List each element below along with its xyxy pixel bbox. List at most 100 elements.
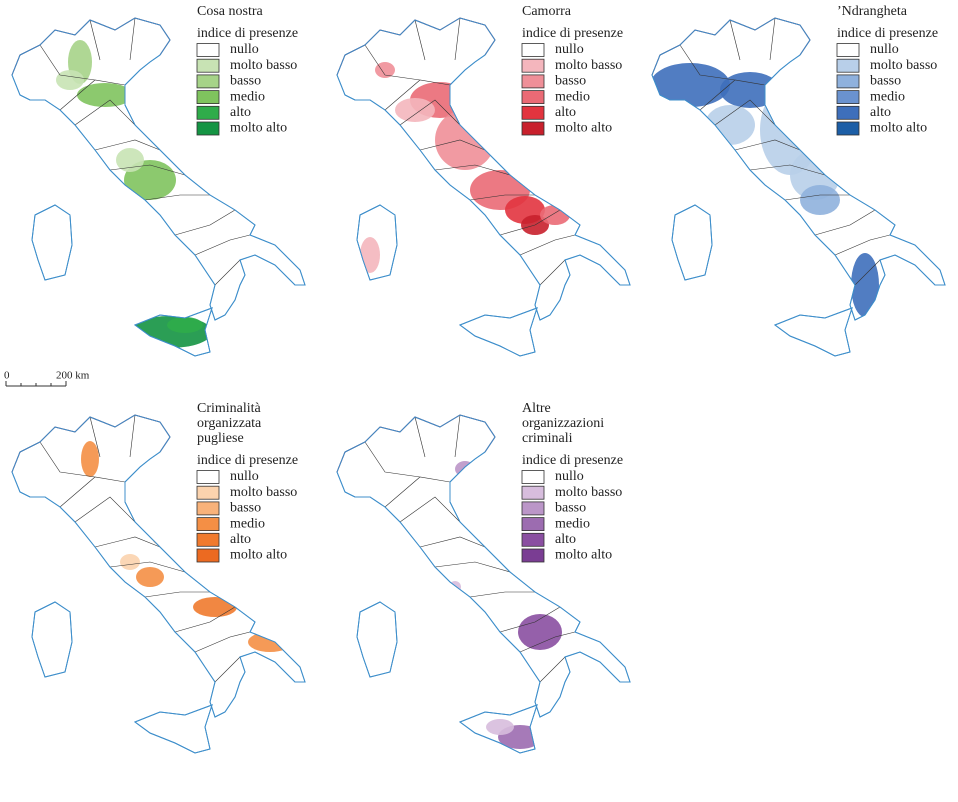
presence-area <box>116 148 144 172</box>
legend-label: basso <box>870 74 901 89</box>
legend-label: medio <box>555 89 590 104</box>
legend-label: nullo <box>230 469 259 484</box>
land <box>459 307 538 357</box>
legend-label: alto <box>230 105 251 120</box>
legend-swatch <box>196 501 220 516</box>
legend-label: alto <box>555 532 576 547</box>
legend-swatch <box>521 105 545 120</box>
legend-label: nullo <box>555 469 584 484</box>
legend-label: molto alto <box>870 121 927 136</box>
legend-swatch <box>196 470 220 484</box>
presence-area <box>652 63 730 107</box>
presence-area <box>248 632 292 652</box>
legend-label: basso <box>555 74 586 89</box>
panel-title: organizzazioni <box>522 416 604 431</box>
legend-label: molto basso <box>555 58 622 73</box>
presence-area <box>375 62 395 78</box>
land <box>134 704 213 754</box>
legend-label: molto basso <box>230 485 297 500</box>
legend-swatch <box>836 105 860 120</box>
presence-area <box>540 205 570 225</box>
legend-swatch <box>196 121 220 136</box>
panel-title: Cosa nostra <box>197 4 264 19</box>
panel-title: organizzata <box>197 416 262 431</box>
legend-label: molto basso <box>555 485 622 500</box>
legend-label: alto <box>555 105 576 120</box>
legend-title: indice di presenze <box>837 26 938 41</box>
legend-swatch <box>521 532 545 547</box>
legend-label: basso <box>230 74 261 89</box>
legend-swatch <box>836 58 860 73</box>
legend-title: indice di presenze <box>522 453 623 468</box>
legend-swatch <box>836 90 860 104</box>
panel-title: Criminalità <box>197 401 262 416</box>
legend-label: molto basso <box>870 58 937 73</box>
legend-swatch <box>521 43 545 57</box>
presence-area <box>360 237 380 273</box>
scale-start: 0 <box>4 370 10 382</box>
legend-swatch <box>196 43 220 57</box>
legend-label: nullo <box>230 42 259 57</box>
legend-swatch <box>521 517 545 531</box>
legend-swatch <box>521 548 545 563</box>
presence-areas <box>56 40 212 348</box>
legend-swatch <box>836 121 860 136</box>
presence-area <box>56 70 84 90</box>
legend-swatch <box>521 74 545 89</box>
legend-swatch <box>521 470 545 484</box>
presence-area <box>81 441 99 477</box>
legend-swatch <box>196 532 220 547</box>
presence-area <box>395 98 435 122</box>
legend-swatch <box>836 43 860 57</box>
presence-area <box>518 614 562 650</box>
legend-label: molto alto <box>230 548 287 563</box>
legend-label: medio <box>230 89 265 104</box>
legend-swatch <box>196 90 220 104</box>
presence-area <box>152 529 168 545</box>
legend-label: molto basso <box>230 58 297 73</box>
panel-title: Altre <box>522 401 551 416</box>
legend-swatch <box>521 121 545 136</box>
legend-label: nullo <box>870 42 899 57</box>
panel-title: criminali <box>522 431 573 446</box>
legend-swatch <box>196 517 220 531</box>
legend-swatch <box>836 74 860 89</box>
presence-area <box>720 72 780 108</box>
presence-area <box>435 110 495 170</box>
panel-title: Camorra <box>522 4 572 19</box>
legend-swatch <box>521 501 545 516</box>
presence-area <box>120 554 140 570</box>
presence-area <box>136 567 164 587</box>
legend-title: indice di presenze <box>197 453 298 468</box>
legend-label: medio <box>230 516 265 531</box>
legend-swatch <box>521 485 545 500</box>
map <box>11 17 306 357</box>
scale-bar: 0 200 km <box>4 370 90 387</box>
legend-swatch <box>196 105 220 120</box>
legend-swatch <box>521 58 545 73</box>
region-borders <box>679 17 891 286</box>
legend-title: indice di presenze <box>522 26 623 41</box>
legend-label: molto alto <box>230 121 287 136</box>
presence-area <box>851 253 879 317</box>
presence-area <box>486 719 514 735</box>
legend-label: molto alto <box>555 121 612 136</box>
legend-label: medio <box>870 89 905 104</box>
region-borders <box>364 414 576 683</box>
legend-label: basso <box>230 501 261 516</box>
presence-area <box>193 597 237 617</box>
scale-end: 200 km <box>56 370 90 382</box>
legend-label: alto <box>870 105 891 120</box>
legend-label: nullo <box>555 42 584 57</box>
legend-label: alto <box>230 532 251 547</box>
region-borders <box>364 17 576 286</box>
legend-title: indice di presenze <box>197 26 298 41</box>
panel-title: ’Ndrangheta <box>837 4 908 19</box>
presence-area <box>705 105 755 145</box>
